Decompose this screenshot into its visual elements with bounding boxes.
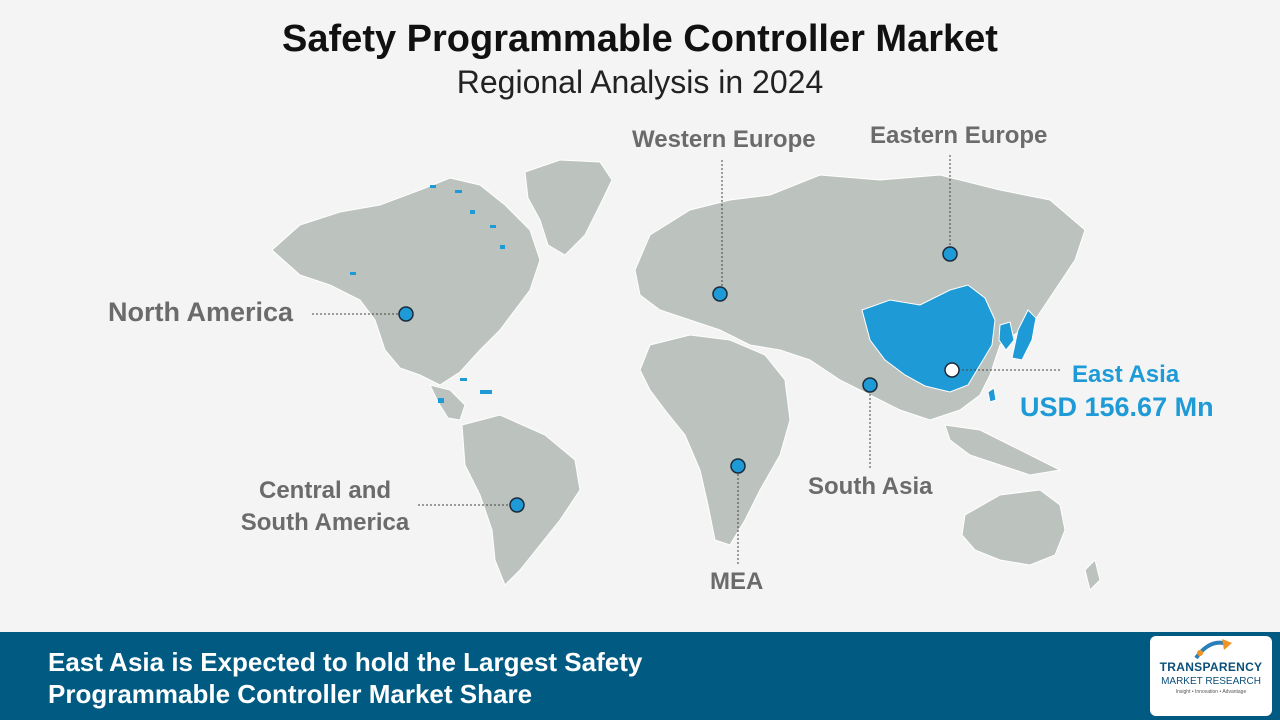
landmass-central-america (429, 384, 466, 421)
page-title: Safety Programmable Controller Market (282, 18, 998, 60)
label-mea: MEA (710, 568, 764, 595)
company-logo: TRANSPARENCY MARKET RESEARCH Insight • I… (1150, 636, 1272, 716)
highlight-korea (998, 321, 1015, 351)
logo-name: TRANSPARENCY (1159, 660, 1263, 674)
label-western-europe: Western Europe (632, 126, 816, 153)
landmass-australia (961, 489, 1066, 566)
accent-island (460, 378, 467, 381)
landmass-southeast-asia (944, 424, 1062, 476)
landmass-new-zealand (1084, 559, 1101, 591)
marker-east-asia (944, 362, 960, 378)
accent-island (480, 390, 492, 394)
label-east-asia-value: USD 156.67 Mn (1020, 392, 1214, 422)
footer-banner (0, 632, 1280, 720)
label-central-south-america: Central and South America (240, 475, 410, 539)
accent-island (455, 190, 462, 193)
marker-central-south-america (509, 497, 525, 513)
marker-south-asia (862, 377, 878, 393)
accent-island (350, 272, 356, 275)
marker-north-america (398, 306, 414, 322)
marker-western-europe (712, 286, 728, 302)
label-central-south-america-line1: Central and (258, 477, 392, 504)
accent-island (500, 245, 505, 249)
label-north-america: North America (108, 297, 294, 327)
marker-mea (730, 458, 746, 474)
footer-text: East Asia is Expected to hold the Larges… (48, 646, 808, 710)
label-central-south-america-line2: South America (240, 509, 410, 536)
footer-line-1: East Asia is Expected to hold the Larges… (48, 647, 643, 677)
accent-island (430, 185, 436, 188)
logo-tagline: Insight • Innovation • Advantage (1175, 689, 1247, 695)
page-subtitle: Regional Analysis in 2024 (456, 64, 824, 100)
landmass-greenland (524, 159, 613, 256)
highlight-japan (1011, 309, 1037, 361)
marker-eastern-europe (942, 246, 958, 262)
logo-arrow-icon (1194, 639, 1232, 660)
footer-line-2: Programmable Controller Market Share (48, 679, 533, 709)
highlight-taiwan (987, 387, 997, 403)
highlight-china (861, 284, 996, 393)
label-east-asia: East Asia (1072, 361, 1180, 388)
logo-sub: MARKET RESEARCH (1161, 676, 1261, 687)
accent-island (490, 225, 496, 228)
landmass-north-america (271, 177, 541, 386)
accent-island (470, 210, 475, 214)
label-eastern-europe: Eastern Europe (870, 122, 1048, 149)
label-south-asia: South Asia (808, 473, 933, 500)
accent-island (438, 398, 444, 403)
landmass-africa (639, 334, 791, 546)
world-map (271, 155, 1101, 591)
